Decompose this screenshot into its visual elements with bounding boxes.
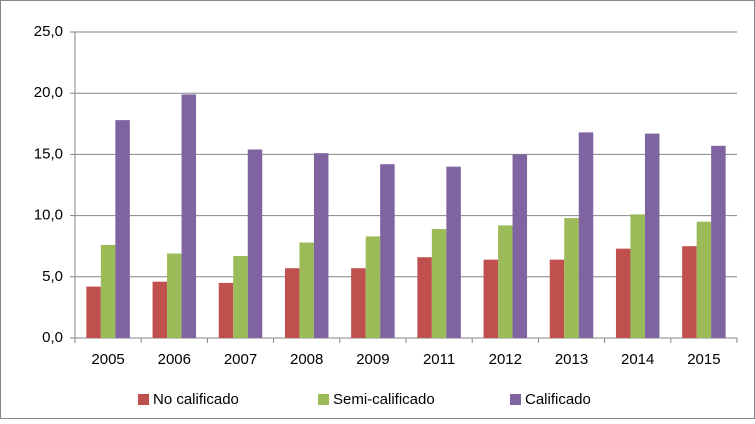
bar xyxy=(417,257,432,338)
bar xyxy=(483,259,499,338)
bar xyxy=(380,164,395,338)
x-tick-label: 2013 xyxy=(555,351,588,368)
bar xyxy=(115,120,130,339)
legend-swatch xyxy=(138,394,149,405)
x-tick-label: 2009 xyxy=(356,351,389,368)
legend-swatch xyxy=(510,394,521,405)
y-tick-label: 15,0 xyxy=(34,145,63,162)
bar xyxy=(351,268,366,338)
bar xyxy=(615,248,631,338)
bar xyxy=(696,221,712,338)
bar xyxy=(498,225,513,338)
bar xyxy=(711,145,726,338)
x-tick-label: 2005 xyxy=(91,351,124,368)
legend-label: No calificado xyxy=(153,391,239,408)
y-tick-label: 5,0 xyxy=(42,268,63,285)
bar xyxy=(578,132,594,338)
bar xyxy=(100,244,116,338)
bar xyxy=(152,281,168,338)
x-tick-label: 2015 xyxy=(687,351,720,368)
x-tick-label: 2012 xyxy=(489,351,522,368)
y-tick-label: 0,0 xyxy=(42,329,63,346)
bar xyxy=(630,214,645,338)
x-tick-label: 2011 xyxy=(423,351,455,368)
bar xyxy=(564,218,579,338)
bar xyxy=(181,94,197,338)
bar xyxy=(313,153,329,338)
bar xyxy=(682,246,697,338)
bar xyxy=(233,255,248,338)
bar xyxy=(247,149,263,338)
bar xyxy=(549,259,565,338)
y-tick-label: 25,0 xyxy=(34,23,63,40)
x-tick-label: 2008 xyxy=(290,351,323,368)
bar xyxy=(365,236,381,338)
y-tick-label: 20,0 xyxy=(34,84,63,101)
legend-swatch xyxy=(318,394,329,405)
x-tick-label: 2006 xyxy=(158,351,191,368)
y-tick-label: 10,0 xyxy=(34,207,63,224)
bar xyxy=(431,229,447,338)
bar xyxy=(299,242,314,338)
bar xyxy=(284,268,300,338)
bar xyxy=(167,253,182,338)
bar xyxy=(446,166,461,338)
legend-label: Semi-calificado xyxy=(333,391,435,408)
x-tick-label: 2014 xyxy=(621,351,654,368)
x-tick-label: 2007 xyxy=(224,351,257,368)
bar xyxy=(218,282,234,338)
legend-label: Calificado xyxy=(525,391,591,408)
bar xyxy=(512,154,528,338)
bar xyxy=(644,133,660,338)
bar xyxy=(86,286,101,338)
